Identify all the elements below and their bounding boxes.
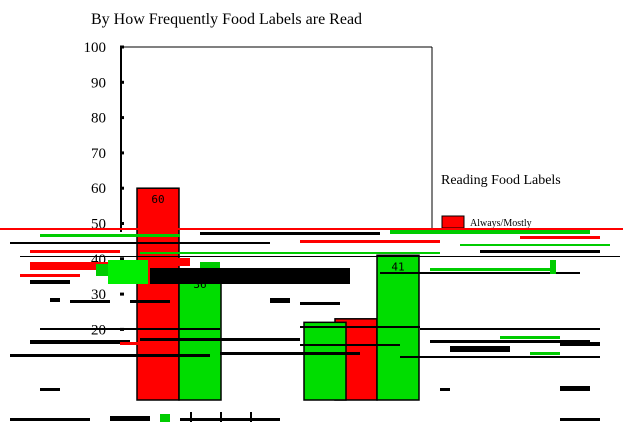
corrupted-region <box>0 228 623 438</box>
noise-fragment <box>30 250 120 253</box>
y-tick-label: 90 <box>91 75 106 91</box>
noise-fragment <box>270 298 290 303</box>
noise-fragment <box>220 352 360 355</box>
y-tick-label: 100 <box>84 40 107 56</box>
noise-fragment <box>190 412 192 422</box>
noise-fragment <box>30 280 70 284</box>
bar-s1-c0 <box>178 272 222 401</box>
chart-title: By How Frequently Food Labels are Read <box>91 11 362 28</box>
noise-fragment <box>300 302 340 305</box>
noise-fragment <box>110 416 150 421</box>
noise-fragment <box>20 274 80 277</box>
noise-fragment <box>300 344 400 346</box>
y-tick-mark <box>120 257 124 261</box>
noise-fragment <box>440 388 450 391</box>
noise-fragment <box>560 386 590 391</box>
noise-fragment <box>450 346 510 352</box>
noise-fragment <box>130 300 170 303</box>
noise-fragment <box>140 252 440 254</box>
noise-fragment <box>430 340 590 343</box>
legend-title: Reading Food Labels <box>441 173 561 188</box>
bar-s0-c0 <box>136 187 180 401</box>
noise-fragment <box>0 228 623 230</box>
noise-fragment <box>40 388 60 391</box>
y-tick-label: 80 <box>91 111 106 127</box>
noise-fragment <box>300 240 440 243</box>
y-tick-label: 30 <box>91 287 106 303</box>
noise-fragment <box>50 298 60 302</box>
noise-fragment <box>560 342 600 346</box>
noise-fragment <box>10 354 210 357</box>
legend-label: Always/Mostly <box>470 218 532 229</box>
noise-fragment <box>10 418 90 421</box>
noise-fragment <box>550 260 556 274</box>
noise-fragment <box>20 256 620 257</box>
noise-fragment <box>520 236 600 239</box>
noise-fragment <box>40 234 180 237</box>
noise-fragment <box>390 230 590 234</box>
noise-fragment <box>108 260 148 284</box>
bars <box>136 187 420 401</box>
noise-fragment <box>400 356 600 358</box>
bar-data-label: 60 <box>151 193 164 206</box>
noise-fragment <box>250 412 252 422</box>
noise-fragment <box>200 262 220 268</box>
noise-fragment <box>40 328 220 330</box>
y-tick-label: 20 <box>91 322 106 338</box>
noise-fragment <box>30 340 130 344</box>
noise-fragment <box>160 258 190 266</box>
noise-fragment <box>140 338 300 341</box>
noise-fragment <box>560 418 600 421</box>
noise-fragment <box>420 328 600 330</box>
noise-fragment <box>355 268 375 284</box>
plot-frame <box>120 46 433 232</box>
noise-fragment <box>180 418 280 421</box>
bar-data-label: 41 <box>391 260 404 273</box>
noise-fragment <box>380 272 580 274</box>
noise-fragment <box>530 352 560 355</box>
noise-fragment <box>300 326 420 328</box>
noise-fragment <box>460 244 610 246</box>
noise-fragment <box>220 412 222 422</box>
legend-swatch <box>441 215 465 229</box>
noise-fragment <box>430 268 550 271</box>
noise-fragment <box>30 262 150 270</box>
noise-fragment <box>160 414 170 422</box>
y-tick-mark <box>120 292 124 296</box>
bar-s1-c1 <box>303 321 347 401</box>
y-tick-label: 60 <box>91 181 106 197</box>
noise-fragment <box>480 250 600 253</box>
noise-fragment <box>70 300 110 303</box>
noise-fragment <box>500 336 560 339</box>
noise-fragment <box>10 242 270 244</box>
noise-fragment <box>200 232 380 235</box>
noise-fragment <box>150 268 350 284</box>
noise-fragment <box>120 342 160 345</box>
y-tick-label: 70 <box>91 146 106 162</box>
